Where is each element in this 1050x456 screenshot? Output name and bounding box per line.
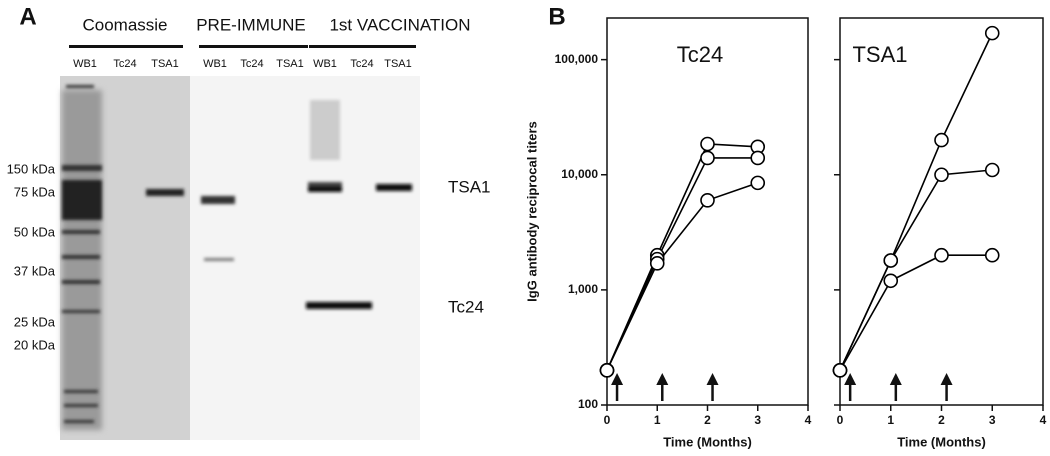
plot-frame [606,17,809,406]
data-point [934,167,949,183]
series-line [606,157,758,371]
x-axis-label: Time (Months) [663,434,752,449]
vaccination-arrow [889,373,902,401]
group-title: PRE-IMMUNE [196,15,306,34]
chart-title: TSA1 [852,42,907,67]
data-point [750,150,766,166]
arrow-head [844,373,857,385]
x-tick-label: 1 [887,413,894,427]
y-axis-label: IgG antibody reciprocal titers [524,121,539,302]
x-axis-label: Time (Months) [897,434,986,449]
data-point [934,247,949,263]
panel-label: A [19,3,36,30]
data-point [599,363,615,378]
vaccination-arrow [844,373,857,401]
y-tick-label: 100,000 [555,52,599,66]
marker-label: 25 kDa [14,314,56,329]
lane-label: TSA1 [384,58,412,70]
group-bar [309,45,416,48]
x-tick-label: 4 [805,413,812,427]
marker-label: 20 kDa [14,337,56,352]
lane-label: Tc24 [350,58,373,70]
x-tick-label: 2 [704,413,711,427]
series-line [606,143,758,371]
lane-label: WB1 [73,58,97,70]
data-point [883,253,899,268]
arrow-head [940,373,953,385]
data-point [700,136,715,152]
arrow-head [706,373,719,385]
data-point [883,273,899,289]
data-point [750,175,766,191]
x-tick-label: 0 [837,413,844,427]
data-point [700,193,715,208]
series-line [839,254,993,371]
vaccination-arrow [656,373,669,401]
lane-label: TSA1 [151,58,179,70]
data-point [832,363,848,378]
x-tick-label: 0 [604,413,611,427]
group-bar [199,45,308,48]
lane-label: WB1 [313,58,337,70]
x-tick-label: 1 [654,413,661,427]
group-title: Coomassie [82,15,167,34]
arrow-head [611,373,624,385]
lane-label: TSA1 [276,58,304,70]
x-tick-label: 2 [938,413,945,427]
marker-label: 75 kDa [14,184,56,199]
panel-label: B [548,3,565,30]
band-label: Tc24 [448,297,484,316]
band-label: TSA1 [448,177,491,196]
y-tick-label: 1,000 [568,282,598,296]
lane-label: WB1 [203,58,227,70]
data-point [984,25,1000,41]
lane-label: Tc24 [113,58,136,70]
data-point [700,150,715,166]
vaccination-arrow [706,373,719,401]
marker-label: 50 kDa [14,224,56,239]
data-point [984,247,1000,263]
gel [60,76,420,440]
data-point [984,162,1000,178]
plot-frame [839,17,1044,406]
lane-label: Tc24 [240,58,263,70]
arrow-head [889,373,902,385]
series-line [839,169,993,371]
y-tick-label: 10,000 [561,167,598,181]
group-title: 1st VACCINATION [329,15,470,34]
vaccination-arrow [940,373,953,401]
x-tick-label: 3 [754,413,761,427]
y-tick-label: 100 [578,397,598,411]
data-point [649,256,665,271]
x-tick-label: 4 [1040,413,1047,427]
chart-title: Tc24 [677,42,723,67]
vaccination-arrow [611,373,624,401]
series-line [606,182,759,371]
marker-label: 150 kDa [7,161,56,176]
marker-label: 37 kDa [14,263,56,278]
arrow-head [656,373,669,385]
x-tick-label: 3 [989,413,996,427]
group-bar [69,45,183,48]
data-point [934,132,949,148]
